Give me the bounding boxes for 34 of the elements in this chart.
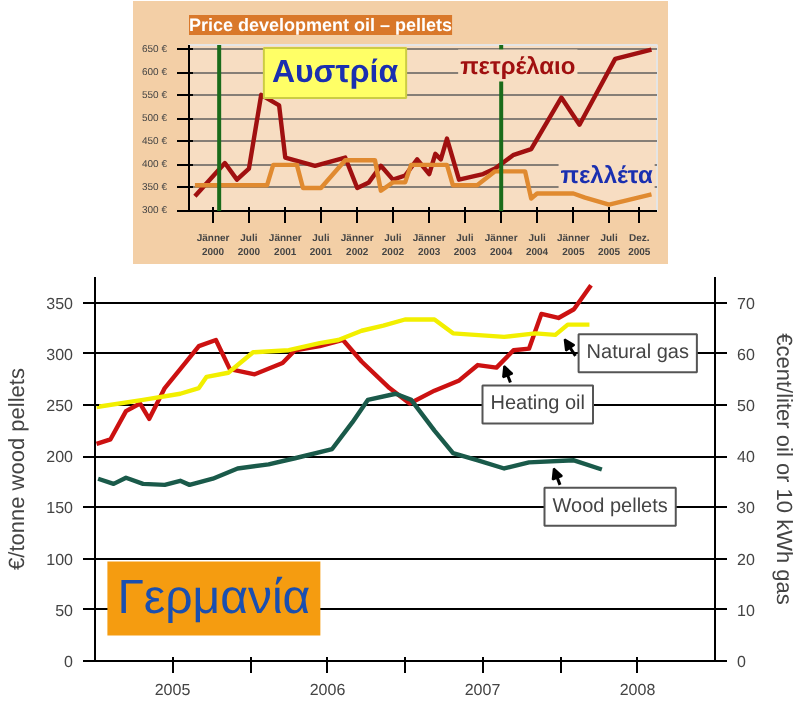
y-tick-label: 350 xyxy=(46,294,75,313)
x-tick-label: 2008 xyxy=(619,681,657,699)
y-tick-label: 100 xyxy=(46,550,75,569)
y2-tick-label: 70 xyxy=(737,294,756,313)
y2-tick-label: 40 xyxy=(737,448,756,467)
line-series xyxy=(192,158,654,207)
x-tick-label: 2007 xyxy=(464,681,502,699)
line-series xyxy=(95,317,592,410)
series-label: πελλέτα xyxy=(560,161,654,190)
x-tick-label: 2005 xyxy=(154,681,192,699)
line-series xyxy=(192,47,654,199)
y-tick-label: 200 xyxy=(46,448,75,467)
y-tick-label: 150 xyxy=(46,499,75,518)
x-tick-label: 2006 xyxy=(309,681,347,699)
y-tick-label: 300 xyxy=(46,345,75,364)
chart-title: Price development oil – pellets xyxy=(189,15,453,35)
annotation: Αυστρία xyxy=(271,56,399,91)
y2-tick-label: 20 xyxy=(737,550,756,569)
y2-tick-label: 50 xyxy=(737,397,756,415)
y-tick-label: 0 xyxy=(64,653,75,671)
series-label: Heating oil xyxy=(490,393,586,416)
y2-tick-label: 10 xyxy=(737,601,756,620)
y2-tick-label: 0 xyxy=(737,653,747,671)
series-label: Wood pellets xyxy=(552,495,668,518)
y-tick-label: 250 xyxy=(46,397,75,415)
series-label: πετρέλαιο xyxy=(460,51,576,80)
series-label: Natural gas xyxy=(586,342,689,365)
y-axis-title: €/tonne wood pellets xyxy=(6,367,31,570)
y2-tick-label: 30 xyxy=(737,499,756,518)
y2-axis-title: €cent/liter oil or 10 kWh gas xyxy=(770,333,795,606)
annotation: Γερμανία xyxy=(117,571,311,626)
y2-tick-label: 60 xyxy=(737,345,756,364)
y-tick-label: 50 xyxy=(55,601,75,620)
line-series xyxy=(95,391,605,488)
